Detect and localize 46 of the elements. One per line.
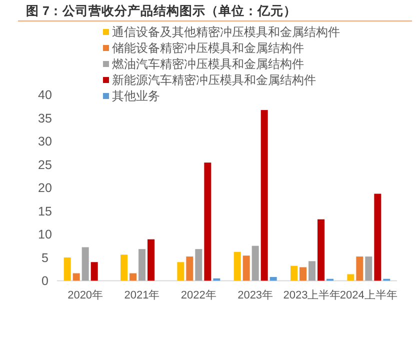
bar [290, 266, 298, 281]
bar [234, 252, 241, 281]
bar [204, 162, 212, 281]
bar [242, 256, 250, 281]
legend-label: 通信设备及其他精密冲压模具和金属结构件 [112, 25, 340, 39]
bar [260, 110, 268, 281]
y-tick-label: 0 [42, 274, 49, 288]
y-tick-label: 15 [38, 204, 52, 218]
x-tick-label: 2023上半年 [283, 288, 341, 302]
bar [90, 262, 98, 281]
bar [195, 249, 202, 281]
y-tick-label: 40 [38, 88, 52, 102]
bar [374, 194, 382, 281]
bar [82, 247, 89, 281]
bar [64, 257, 71, 281]
bar [300, 267, 306, 281]
bar [177, 262, 184, 281]
bar [72, 273, 80, 281]
legend-label: 燃油汽车精密冲压模具和金属结构件 [112, 57, 304, 71]
y-tick-label: 10 [38, 228, 52, 242]
x-tick-label: 2022年 [180, 290, 216, 302]
x-tick-label: 2021年 [124, 290, 160, 302]
y-tick-label: 25 [38, 158, 52, 172]
bar [270, 276, 277, 281]
chart-title: 图 7：公司营收分产品结构图示（单位：亿元） [26, 3, 296, 18]
bar [365, 256, 372, 281]
bar [186, 256, 194, 281]
y-tick-label: 35 [38, 111, 52, 126]
bar [138, 249, 146, 281]
x-tick-label: 2023年 [238, 290, 274, 302]
legend-label: 储能设备精密冲压模具和金属结构件 [112, 41, 304, 55]
y-tick-label: 20 [38, 181, 52, 196]
y-tick-label: 30 [38, 134, 52, 149]
legend-label: 新能源汽车精密冲压模具和金属结构件 [112, 73, 316, 87]
bar [130, 273, 136, 281]
x-tick-label: 2020年 [68, 290, 104, 302]
bar [308, 261, 316, 281]
y-tick-label: 5 [42, 250, 49, 265]
bar [148, 239, 154, 281]
bar [318, 219, 324, 281]
bar [347, 274, 354, 281]
legend-label: 其他业务 [112, 89, 160, 103]
bar [252, 246, 259, 281]
bar [356, 256, 364, 281]
x-tick-label: 2024上半年 [340, 288, 398, 302]
bar [120, 254, 128, 281]
